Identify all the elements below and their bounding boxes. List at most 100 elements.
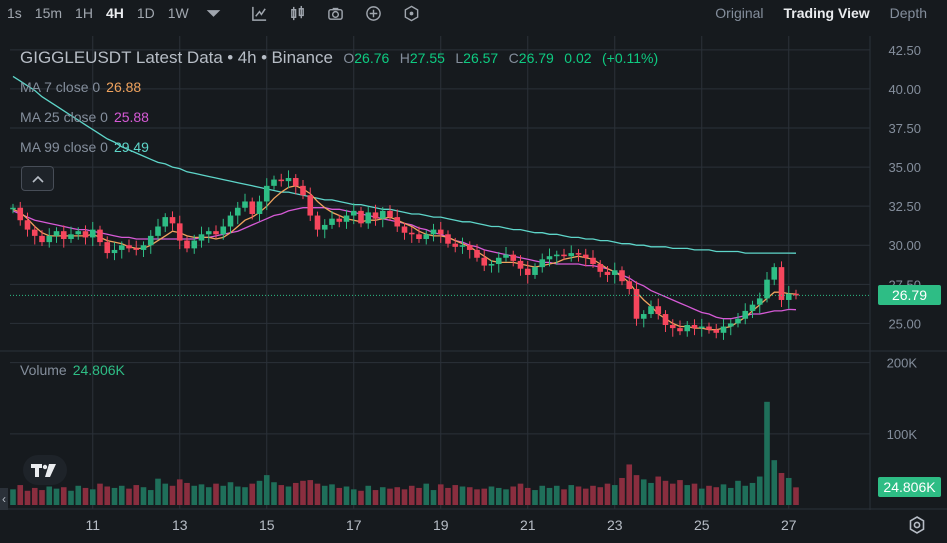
price-tick-label: 32.50 bbox=[888, 199, 921, 214]
timeframe-4h[interactable]: 4H bbox=[105, 5, 124, 21]
candle-body bbox=[742, 310, 749, 319]
tradingview-logo[interactable] bbox=[23, 455, 67, 485]
volume-bar bbox=[495, 487, 502, 505]
candle-body bbox=[242, 201, 248, 208]
candle-body bbox=[582, 254, 589, 258]
ma25-label: MA 25 close 0 bbox=[20, 109, 108, 125]
volume-bar bbox=[336, 487, 343, 505]
candle-type-icon[interactable] bbox=[289, 4, 307, 22]
candle-body bbox=[778, 267, 785, 300]
open-key: O bbox=[343, 50, 355, 66]
volume-bar bbox=[53, 488, 60, 505]
candle-body bbox=[575, 253, 582, 255]
date-tick-label: 27 bbox=[781, 517, 797, 533]
volume-bar bbox=[553, 485, 560, 505]
volume-bar bbox=[242, 487, 248, 505]
volume-bar bbox=[278, 485, 285, 505]
candle-body bbox=[10, 207, 16, 210]
candle-body bbox=[75, 231, 82, 235]
ma25-legend: MA 25 close 0 25.88 bbox=[20, 109, 149, 125]
volume-bar bbox=[713, 487, 720, 505]
volume-bar bbox=[365, 485, 372, 505]
volume-bar bbox=[372, 490, 379, 505]
candle-body bbox=[474, 249, 480, 258]
volume-tick-label: 200K bbox=[887, 356, 918, 371]
volume-bar bbox=[459, 486, 466, 505]
price-tick-label: 37.50 bbox=[888, 121, 921, 136]
date-tick-label: 19 bbox=[433, 517, 449, 533]
ma7-legend: MA 7 close 0 26.88 bbox=[20, 79, 141, 95]
candle-body bbox=[749, 304, 756, 311]
volume-bar bbox=[118, 485, 125, 505]
view-depth[interactable]: Depth bbox=[889, 5, 927, 21]
candle-body bbox=[213, 231, 219, 235]
price-tick-label: 42.50 bbox=[888, 43, 921, 58]
date-tick-label: 25 bbox=[694, 517, 710, 533]
volume-bar bbox=[684, 485, 691, 505]
volume-bar bbox=[452, 485, 459, 505]
candle-body bbox=[227, 215, 234, 227]
change-pct: (+0.11%) bbox=[602, 50, 659, 66]
legend-sep-2: • bbox=[261, 48, 268, 67]
volume-bar bbox=[611, 485, 618, 505]
candle-body bbox=[329, 218, 335, 225]
volume-bar bbox=[568, 485, 575, 505]
volume-bar bbox=[155, 478, 161, 505]
settings-icon[interactable] bbox=[905, 513, 929, 537]
volume-bar bbox=[162, 483, 169, 505]
add-icon[interactable] bbox=[365, 4, 383, 22]
volume-bar bbox=[655, 476, 662, 505]
timeframe-15m[interactable]: 15m bbox=[34, 5, 63, 21]
volume-bar bbox=[561, 489, 567, 505]
volume-bar bbox=[97, 483, 103, 505]
volume-bar bbox=[169, 485, 176, 505]
scroll-left-button[interactable]: ‹ bbox=[0, 488, 8, 510]
volume-bar bbox=[785, 477, 792, 505]
volume-bar bbox=[416, 487, 422, 505]
candle-body bbox=[735, 318, 741, 324]
candle-body bbox=[546, 256, 553, 260]
volume-bar bbox=[198, 484, 205, 505]
volume-bar bbox=[133, 485, 140, 505]
candle-body bbox=[220, 226, 227, 235]
volume-bar bbox=[329, 484, 335, 505]
timeframe-1w[interactable]: 1W bbox=[167, 5, 189, 21]
candle-body bbox=[336, 218, 343, 222]
candle-body bbox=[17, 207, 24, 221]
volume-bar bbox=[10, 489, 16, 505]
chevron-down-icon[interactable] bbox=[205, 4, 223, 22]
volume-bar bbox=[227, 482, 234, 505]
candle-body bbox=[553, 254, 560, 257]
volume-bar bbox=[249, 483, 256, 505]
volume-bar bbox=[31, 487, 38, 505]
candle-body bbox=[495, 257, 502, 265]
chevron-up-icon bbox=[31, 175, 44, 183]
candle-body bbox=[292, 178, 299, 186]
candle-body bbox=[662, 314, 669, 325]
volume-bar bbox=[82, 487, 89, 505]
hexagon-icon[interactable] bbox=[403, 4, 421, 22]
view-trading-view[interactable]: Trading View bbox=[783, 5, 870, 21]
view-original[interactable]: Original bbox=[715, 5, 764, 21]
volume-bar bbox=[140, 487, 147, 505]
indicators-icon[interactable] bbox=[251, 4, 269, 22]
candle-body bbox=[198, 234, 205, 241]
volume-bar bbox=[408, 485, 415, 505]
volume-bar bbox=[147, 490, 154, 505]
collapse-legend-button[interactable] bbox=[21, 166, 54, 191]
candle-body bbox=[517, 260, 524, 269]
candle-body bbox=[785, 293, 792, 300]
timeframe-1s[interactable]: 1s bbox=[7, 5, 22, 21]
candle-body bbox=[597, 264, 604, 272]
candle-body bbox=[604, 271, 611, 275]
candle-body bbox=[394, 217, 401, 227]
candle-body bbox=[437, 229, 444, 235]
volume-bar bbox=[89, 489, 96, 505]
high-key: H bbox=[399, 50, 410, 66]
timeframe-1d[interactable]: 1D bbox=[136, 5, 155, 21]
camera-icon[interactable] bbox=[327, 4, 345, 22]
candle-body bbox=[698, 326, 705, 329]
volume-bar bbox=[321, 485, 328, 505]
timeframe-1h[interactable]: 1H bbox=[75, 5, 93, 21]
